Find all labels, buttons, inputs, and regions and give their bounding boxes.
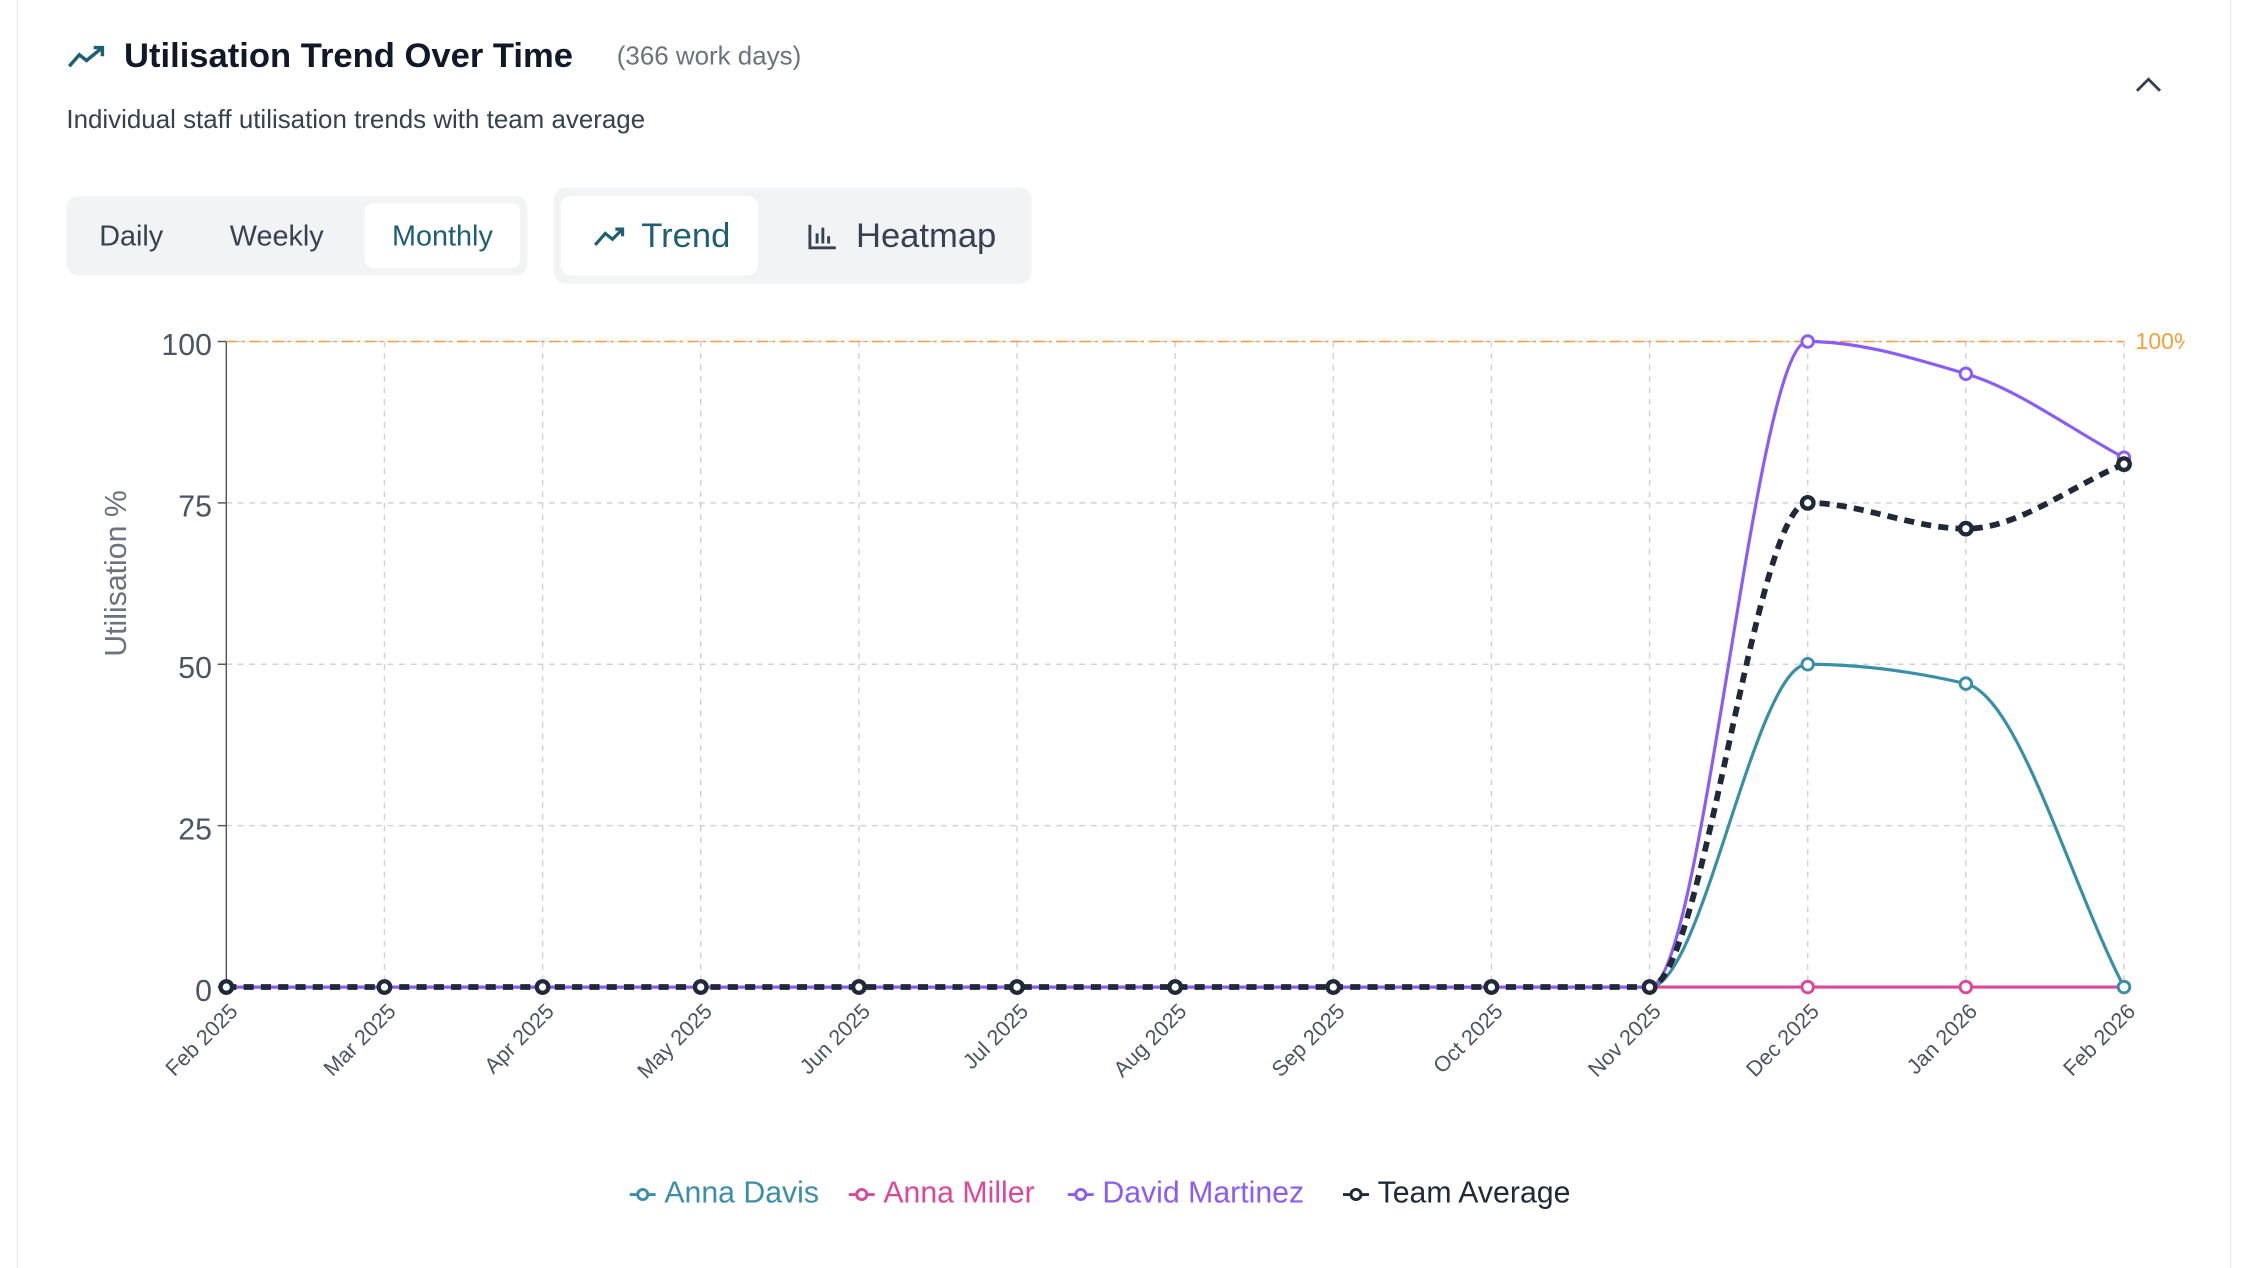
- tab-weekly[interactable]: Weekly: [230, 220, 324, 252]
- data-point: [1009, 979, 1025, 995]
- tab-monthly[interactable]: Monthly: [392, 220, 493, 252]
- subtitle: Individual staff utilisation trends with…: [66, 106, 645, 134]
- y-axis-title: Utilisation %: [100, 490, 133, 656]
- legend-label: Team Average: [1378, 1176, 1571, 1209]
- data-point: [1958, 676, 1974, 691]
- tab-daily[interactable]: Daily: [99, 220, 164, 252]
- data-point: [1483, 979, 1500, 995]
- trend-icon: [67, 46, 104, 68]
- data-point: [2116, 456, 2132, 473]
- data-point: [1800, 334, 1815, 349]
- view-trend[interactable]: Trend: [641, 217, 730, 255]
- data-point: [1958, 979, 1974, 995]
- y-tick-label: 25: [178, 813, 212, 846]
- data-point: [1799, 494, 1816, 511]
- reference-label: 100%: [2136, 328, 2195, 354]
- data-point: [534, 979, 551, 995]
- trend-icon: [593, 227, 624, 246]
- heatmap-icon: [808, 224, 836, 250]
- legend-swatch: [1349, 1188, 1363, 1201]
- legend-swatch: [855, 1188, 869, 1201]
- trend-icon: [93, 45, 105, 57]
- view-heatmap[interactable]: Heatmap: [856, 217, 996, 255]
- data-point: [850, 979, 867, 995]
- collapse-button[interactable]: [2135, 77, 2162, 92]
- y-tick-label: 100: [161, 329, 211, 362]
- data-point: [692, 979, 709, 995]
- data-point: [1641, 979, 1658, 995]
- y-tick-label: 50: [178, 652, 212, 685]
- data-point: [1957, 520, 1974, 537]
- data-point: [1167, 979, 1184, 995]
- selected-view: [560, 195, 759, 276]
- title: Utilisation Trend Over Time: [124, 37, 573, 75]
- work-days: (366 work days): [617, 42, 801, 70]
- data-point: [376, 979, 393, 995]
- legend-swatch: [1074, 1188, 1088, 1201]
- legend-label: Anna Miller: [883, 1176, 1034, 1209]
- legend-label: Anna Davis: [664, 1176, 819, 1209]
- selected-tab: [364, 203, 521, 269]
- data-point: [1958, 366, 1974, 381]
- legend-swatch: [636, 1188, 650, 1201]
- data-point: [1325, 979, 1342, 995]
- y-tick-label: 0: [195, 975, 212, 1008]
- data-point: [218, 979, 235, 995]
- y-tick-label: 75: [178, 491, 212, 524]
- data-point: [1800, 979, 1815, 995]
- data-point: [2116, 979, 2132, 995]
- trend-icon: [615, 227, 625, 237]
- data-point: [1800, 657, 1815, 672]
- legend-label: David Martinez: [1102, 1176, 1304, 1209]
